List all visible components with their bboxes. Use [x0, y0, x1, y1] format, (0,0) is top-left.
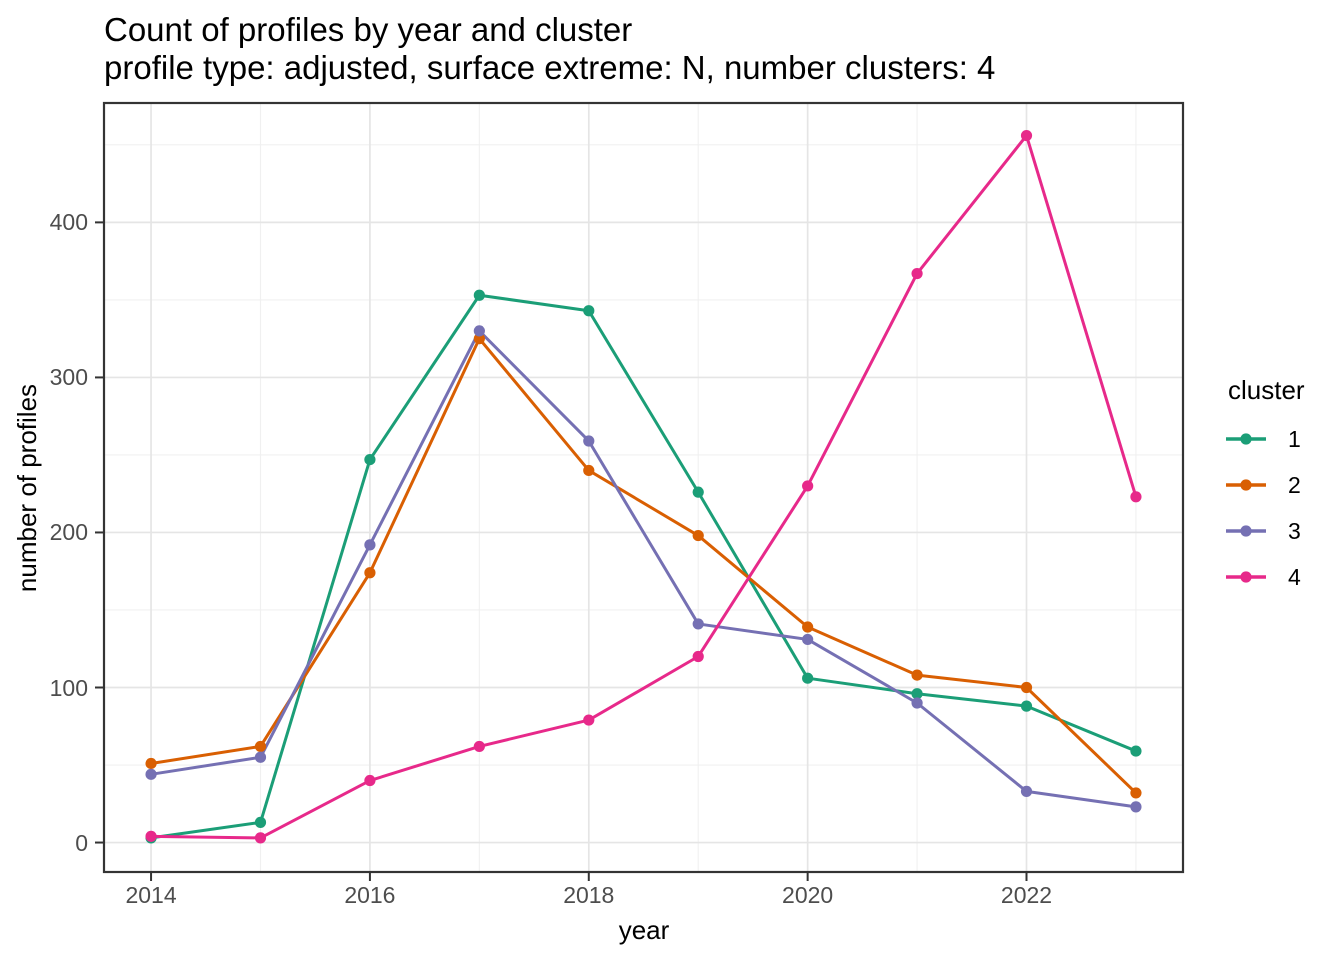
data-point-cluster-4 — [692, 650, 704, 663]
panel-border — [102, 101, 1185, 874]
legend-item-label: 1 — [1288, 425, 1301, 452]
y-tick-label: 200 — [49, 519, 88, 546]
x-tick-label: 2018 — [563, 882, 615, 908]
data-point-cluster-1 — [1020, 700, 1033, 712]
data-point-cluster-1 — [1130, 745, 1142, 757]
data-point-cluster-1 — [911, 688, 923, 700]
y-tick-label: 100 — [49, 674, 88, 701]
data-point-cluster-2 — [145, 757, 157, 770]
x-axis-title: year — [618, 915, 670, 945]
series-line-cluster-3 — [150, 329, 1137, 809]
data-point-cluster-3 — [1020, 785, 1033, 797]
y-tick-label: 0 — [75, 829, 88, 856]
legend-item-label: 4 — [1288, 563, 1301, 590]
y-axis-title: number of profiles — [12, 383, 42, 593]
data-point-cluster-2 — [802, 621, 814, 633]
data-point-cluster-1 — [364, 453, 376, 466]
data-point-cluster-4 — [1130, 491, 1142, 503]
series-line-cluster-4 — [151, 134, 1138, 840]
x-tick-label: 2020 — [782, 882, 834, 908]
data-point-cluster-3 — [583, 435, 595, 447]
data-point-cluster-3 — [1130, 801, 1142, 813]
data-point-cluster-2 — [911, 669, 923, 681]
data-point-cluster-1 — [254, 816, 267, 828]
x-tick-label: 2022 — [1000, 882, 1053, 908]
data-point-cluster-4 — [802, 480, 814, 492]
data-point-cluster-4 — [254, 832, 267, 844]
legend-item-cluster-2: 2 — [1224, 462, 1301, 508]
legend-key-icon — [1226, 525, 1266, 537]
y-tick-label: 400 — [49, 209, 88, 236]
chart-subtitle: profile type: adjusted, surface extreme:… — [104, 49, 996, 86]
data-point-cluster-2 — [1130, 787, 1142, 799]
data-point-cluster-2 — [254, 740, 267, 753]
x-tick-label: 2014 — [125, 882, 177, 908]
data-point-cluster-4 — [145, 830, 157, 842]
series-line-cluster-2 — [150, 337, 1137, 795]
data-point-cluster-4 — [364, 774, 376, 787]
legend-item-label: 2 — [1288, 471, 1301, 498]
data-point-cluster-2 — [583, 464, 595, 477]
y-tick-label: 300 — [49, 364, 88, 391]
legend-item-label: 3 — [1288, 517, 1301, 544]
x-tick-label: 2016 — [344, 882, 396, 908]
data-point-cluster-1 — [473, 289, 485, 301]
data-point-cluster-1 — [692, 486, 704, 498]
data-point-cluster-3 — [692, 618, 704, 630]
data-point-cluster-4 — [583, 714, 595, 726]
data-point-cluster-3 — [364, 539, 376, 551]
data-point-cluster-4 — [911, 267, 923, 280]
data-point-cluster-2 — [1020, 681, 1033, 694]
data-point-cluster-1 — [802, 672, 814, 684]
legend-key-icon — [1226, 433, 1266, 445]
chart-title: Count of profiles by year and cluster — [104, 11, 633, 48]
data-point-cluster-2 — [364, 567, 376, 579]
data-point-cluster-3 — [911, 697, 923, 709]
data-point-cluster-2 — [692, 529, 704, 542]
data-point-cluster-4 — [1020, 129, 1033, 142]
data-point-cluster-3 — [145, 768, 157, 780]
data-point-cluster-1 — [583, 305, 595, 317]
legend-key-icon — [1226, 479, 1266, 491]
legend-title: cluster — [1228, 375, 1305, 405]
data-point-cluster-3 — [802, 633, 814, 646]
series-line-cluster-1 — [150, 293, 1137, 840]
data-point-cluster-2 — [473, 333, 485, 345]
data-point-cluster-3 — [254, 751, 267, 763]
data-point-cluster-4 — [473, 740, 485, 753]
legend-item-cluster-3: 3 — [1224, 508, 1301, 554]
legend: 1 2 3 4 — [1224, 416, 1301, 600]
legend-item-cluster-4: 4 — [1224, 554, 1301, 600]
legend-item-cluster-1: 1 — [1224, 416, 1301, 462]
data-point-cluster-3 — [473, 325, 485, 337]
legend-key-icon — [1226, 571, 1266, 583]
